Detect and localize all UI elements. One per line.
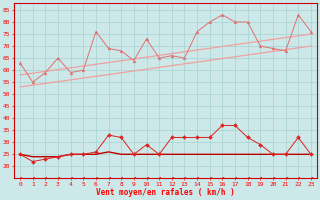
- X-axis label: Vent moyen/en rafales ( km/h ): Vent moyen/en rafales ( km/h ): [96, 188, 235, 197]
